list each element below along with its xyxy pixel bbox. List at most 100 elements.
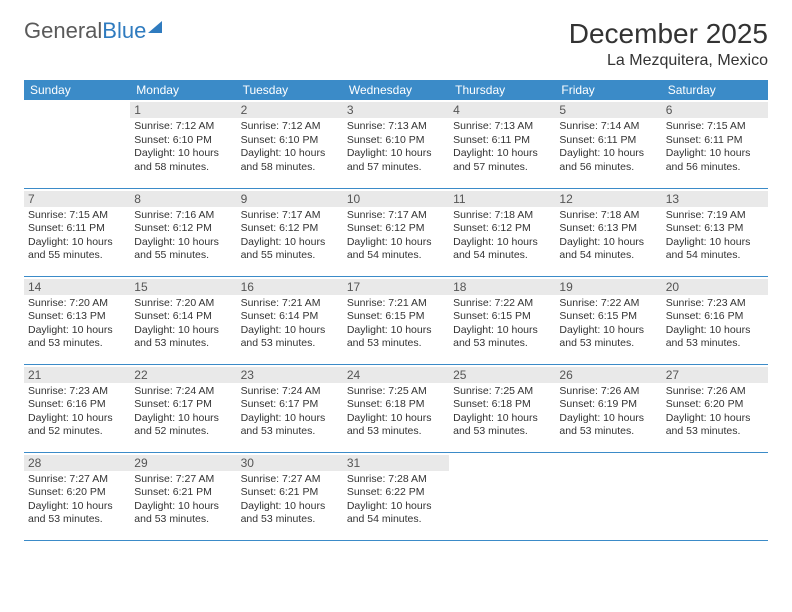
header: GeneralBlue December 2025 La Mezquitera,…: [24, 18, 768, 70]
day-cell: 16 Sunrise: 7:21 AMSunset: 6:14 PMDayligh…: [237, 276, 343, 364]
day-number: 13: [662, 191, 768, 207]
weekday-header: Wednesday: [343, 80, 449, 100]
calendar-row: 14Sunrise: 7:20 AMSunset: 6:13 PMDayligh…: [24, 276, 768, 364]
day-info: Sunrise: 7:22 AMSunset: 6:15 PMDaylight:…: [559, 297, 657, 352]
day-cell: 26Sunrise: 7:26 AMSunset: 6:19 PMDayligh…: [555, 364, 661, 452]
day-info: Sunrise: 7:23 AMSunset: 6:16 PMDaylight:…: [28, 385, 126, 440]
day-cell: 28 Sunrise: 7:27 AMSunset: 6:20 PMDayligh…: [24, 452, 130, 540]
weekday-header: Saturday: [662, 80, 768, 100]
location: La Mezquitera, Mexico: [569, 52, 768, 70]
day-cell: 13Sunrise: 7:19 AMSunset: 6:13 PMDayligh…: [662, 188, 768, 276]
day-number: 3: [343, 102, 449, 118]
day-info: Sunrise: 7:18 AMSunset: 6:13 PMDaylight:…: [559, 209, 657, 264]
day-number: 30: [237, 455, 343, 471]
day-cell: 21 Sunrise: 7:23 AMSunset: 6:16 PMDayligh…: [24, 364, 130, 452]
day-cell: 19 Sunrise: 7:22 AMSunset: 6:15 PMDayligh…: [555, 276, 661, 364]
day-info: Sunrise: 7:21 AMSunset: 6:14 PMDaylight:…: [241, 297, 339, 352]
day-cell: 24Sunrise: 7:25 AMSunset: 6:18 PMDayligh…: [343, 364, 449, 452]
calendar-table: SundayMondayTuesdayWednesdayThursdayFrid…: [24, 80, 768, 541]
day-info: Sunrise: 7:21 AMSunset: 6:15 PMDaylight:…: [347, 297, 445, 352]
day-number: 4: [449, 102, 555, 118]
day-info: Sunrise: 7:27 AMSunset: 6:21 PMDaylight:…: [241, 473, 339, 528]
logo-triangle-icon: [148, 21, 162, 33]
day-info: Sunrise: 7:20 AMSunset: 6:14 PMDaylight:…: [134, 297, 232, 352]
day-info: Sunrise: 7:25 AMSunset: 6:18 PMDaylight:…: [347, 385, 445, 440]
day-cell: 5 Sunrise: 7:14 AMSunset: 6:11 PMDaylight…: [555, 100, 661, 188]
calendar-body: 1 Sunrise: 7:12 AMSunset: 6:10 PMDaylight…: [24, 100, 768, 540]
day-number: 22: [130, 367, 236, 383]
day-cell: 4 Sunrise: 7:13 AMSunset: 6:11 PMDaylight…: [449, 100, 555, 188]
day-info: Sunrise: 7:24 AMSunset: 6:17 PMDaylight:…: [241, 385, 339, 440]
weekday-header: Sunday: [24, 80, 130, 100]
weekday-row: SundayMondayTuesdayWednesdayThursdayFrid…: [24, 80, 768, 100]
day-info: Sunrise: 7:27 AMSunset: 6:20 PMDaylight:…: [28, 473, 126, 528]
empty-cell: [662, 452, 768, 540]
day-number: 2: [237, 102, 343, 118]
day-cell: 18 Sunrise: 7:22 AMSunset: 6:15 PMDayligh…: [449, 276, 555, 364]
day-number: 5: [555, 102, 661, 118]
day-number: 12: [555, 191, 661, 207]
day-number: 17: [343, 279, 449, 295]
day-info: Sunrise: 7:14 AMSunset: 6:11 PMDaylight:…: [559, 120, 657, 175]
day-number: 21: [24, 367, 130, 383]
weekday-header: Monday: [130, 80, 236, 100]
empty-cell: [24, 100, 130, 188]
day-info: Sunrise: 7:23 AMSunset: 6:16 PMDaylight:…: [666, 297, 764, 352]
day-number: 25: [449, 367, 555, 383]
title-block: December 2025 La Mezquitera, Mexico: [569, 18, 768, 70]
day-cell: 27 Sunrise: 7:26 AMSunset: 6:20 PMDayligh…: [662, 364, 768, 452]
day-number: 11: [449, 191, 555, 207]
month-title: December 2025: [569, 18, 768, 50]
day-cell: 9 Sunrise: 7:17 AMSunset: 6:12 PMDaylight…: [237, 188, 343, 276]
day-info: Sunrise: 7:13 AMSunset: 6:11 PMDaylight:…: [453, 120, 551, 175]
day-info: Sunrise: 7:15 AMSunset: 6:11 PMDaylight:…: [666, 120, 764, 175]
day-cell: 3 Sunrise: 7:13 AMSunset: 6:10 PMDaylight…: [343, 100, 449, 188]
day-number: 20: [662, 279, 768, 295]
day-info: Sunrise: 7:26 AMSunset: 6:19 PMDaylight:…: [559, 385, 657, 440]
day-cell: 23Sunrise: 7:24 AMSunset: 6:17 PMDayligh…: [237, 364, 343, 452]
day-info: Sunrise: 7:18 AMSunset: 6:12 PMDaylight:…: [453, 209, 551, 264]
calendar-row: 1 Sunrise: 7:12 AMSunset: 6:10 PMDaylight…: [24, 100, 768, 188]
day-cell: 17 Sunrise: 7:21 AMSunset: 6:15 PMDayligh…: [343, 276, 449, 364]
calendar-row: 7 Sunrise: 7:15 AMSunset: 6:11 PMDaylight…: [24, 188, 768, 276]
empty-cell: [555, 452, 661, 540]
day-cell: 30 Sunrise: 7:27 AMSunset: 6:21 PMDayligh…: [237, 452, 343, 540]
day-number: 7: [24, 191, 130, 207]
day-info: Sunrise: 7:16 AMSunset: 6:12 PMDaylight:…: [134, 209, 232, 264]
day-cell: 14Sunrise: 7:20 AMSunset: 6:13 PMDayligh…: [24, 276, 130, 364]
day-number: 18: [449, 279, 555, 295]
day-number: 31: [343, 455, 449, 471]
day-cell: 12 Sunrise: 7:18 AMSunset: 6:13 PMDayligh…: [555, 188, 661, 276]
day-info: Sunrise: 7:20 AMSunset: 6:13 PMDaylight:…: [28, 297, 126, 352]
weekday-header: Tuesday: [237, 80, 343, 100]
day-info: Sunrise: 7:22 AMSunset: 6:15 PMDaylight:…: [453, 297, 551, 352]
day-number: 27: [662, 367, 768, 383]
day-number: 28: [24, 455, 130, 471]
weekday-header: Friday: [555, 80, 661, 100]
calendar-row: 28 Sunrise: 7:27 AMSunset: 6:20 PMDayligh…: [24, 452, 768, 540]
day-info: Sunrise: 7:26 AMSunset: 6:20 PMDaylight:…: [666, 385, 764, 440]
day-info: Sunrise: 7:13 AMSunset: 6:10 PMDaylight:…: [347, 120, 445, 175]
day-info: Sunrise: 7:17 AMSunset: 6:12 PMDaylight:…: [347, 209, 445, 264]
weekday-header: Thursday: [449, 80, 555, 100]
day-info: Sunrise: 7:27 AMSunset: 6:21 PMDaylight:…: [134, 473, 232, 528]
day-number: 19: [555, 279, 661, 295]
logo: GeneralBlue: [24, 18, 162, 44]
day-info: Sunrise: 7:15 AMSunset: 6:11 PMDaylight:…: [28, 209, 126, 264]
day-info: Sunrise: 7:25 AMSunset: 6:18 PMDaylight:…: [453, 385, 551, 440]
day-info: Sunrise: 7:17 AMSunset: 6:12 PMDaylight:…: [241, 209, 339, 264]
calendar-row: 21 Sunrise: 7:23 AMSunset: 6:16 PMDayligh…: [24, 364, 768, 452]
day-number: 6: [662, 102, 768, 118]
day-cell: 2 Sunrise: 7:12 AMSunset: 6:10 PMDaylight…: [237, 100, 343, 188]
day-number: 9: [237, 191, 343, 207]
day-cell: 11 Sunrise: 7:18 AMSunset: 6:12 PMDayligh…: [449, 188, 555, 276]
day-number: 29: [130, 455, 236, 471]
logo-text-blue: Blue: [102, 18, 146, 44]
day-cell: 20 Sunrise: 7:23 AMSunset: 6:16 PMDayligh…: [662, 276, 768, 364]
day-cell: 25 Sunrise: 7:25 AMSunset: 6:18 PMDayligh…: [449, 364, 555, 452]
day-number: 16: [237, 279, 343, 295]
day-info: Sunrise: 7:12 AMSunset: 6:10 PMDaylight:…: [241, 120, 339, 175]
day-number: 1: [130, 102, 236, 118]
day-cell: 6 Sunrise: 7:15 AMSunset: 6:11 PMDaylight…: [662, 100, 768, 188]
day-cell: 1Sunrise: 7:12 AMSunset: 6:10 PMDaylight…: [130, 100, 236, 188]
